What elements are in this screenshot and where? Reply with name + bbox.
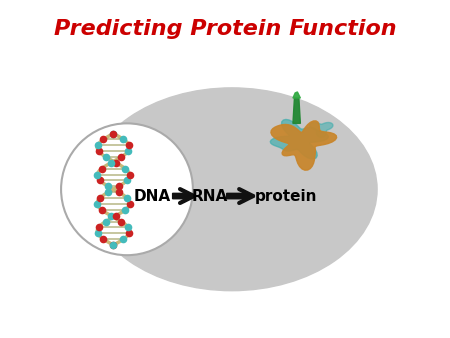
Text: RNA: RNA: [192, 189, 228, 203]
Text: protein: protein: [255, 189, 317, 203]
Polygon shape: [293, 92, 300, 98]
Polygon shape: [271, 121, 337, 170]
FancyArrow shape: [173, 190, 193, 202]
Polygon shape: [270, 119, 328, 159]
Polygon shape: [310, 122, 333, 138]
Polygon shape: [293, 98, 300, 123]
Circle shape: [61, 123, 193, 255]
Text: DNA: DNA: [134, 189, 171, 203]
FancyArrow shape: [227, 190, 252, 202]
Text: Predicting Protein Function: Predicting Protein Function: [54, 19, 396, 39]
Ellipse shape: [86, 88, 377, 291]
